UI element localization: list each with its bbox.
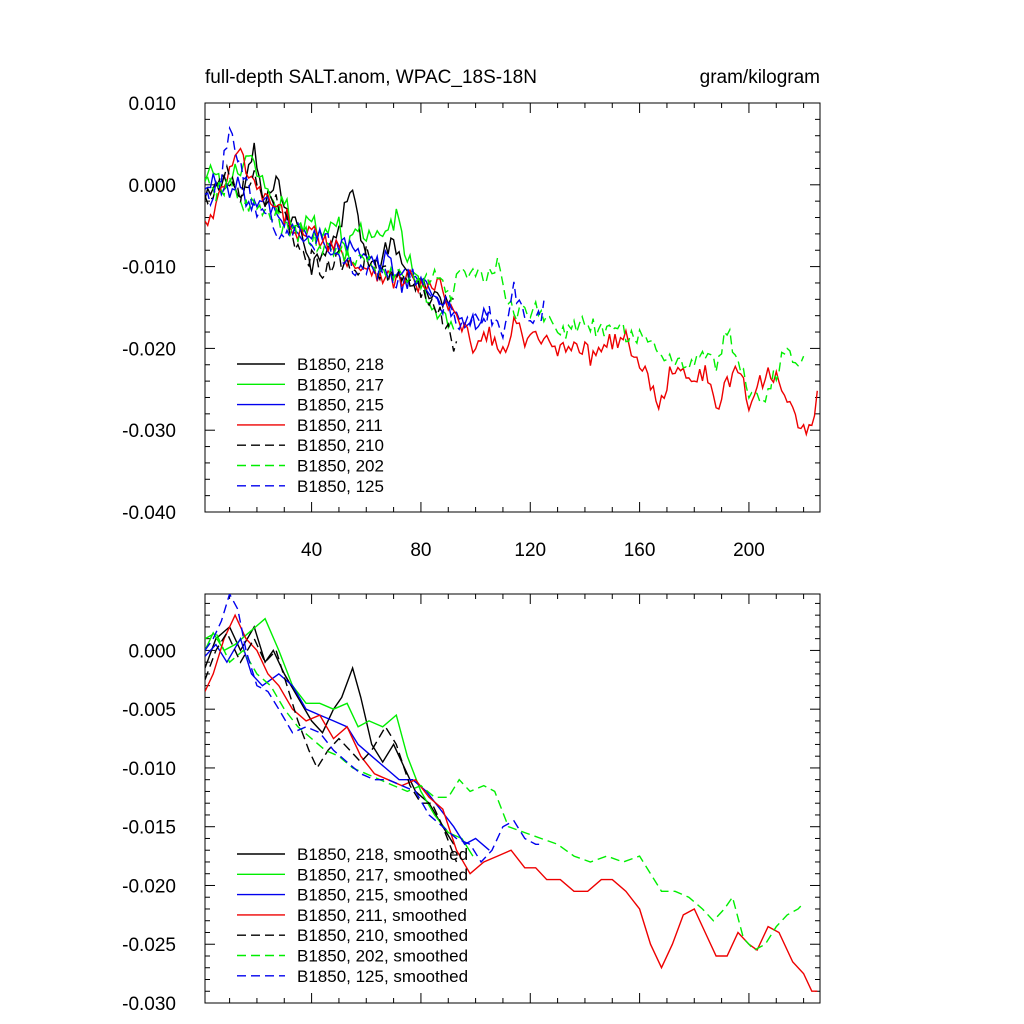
y-tick-label: -0.020: [122, 876, 176, 897]
legend-label: B1850, 202, smoothed: [297, 947, 468, 966]
y-tick-label: 0.010: [128, 94, 176, 115]
legend-label: B1850, 217: [297, 375, 384, 394]
series-line: [205, 173, 490, 331]
chart-title: full-depth SALT.anom, WPAC_18S-18N: [205, 67, 537, 88]
legend-label: B1850, 210: [297, 436, 384, 455]
series-line: [205, 631, 458, 863]
series-line: [205, 125, 545, 341]
legend-label: B1850, 218, smoothed: [297, 845, 468, 864]
series-line: [205, 631, 805, 951]
legend-label: B1850, 125, smoothed: [297, 967, 468, 986]
y-tick-label: -0.010: [122, 258, 176, 279]
series-line: [205, 154, 455, 330]
y-tick-label: -0.040: [122, 503, 176, 524]
legend-label: B1850, 215, smoothed: [297, 886, 468, 905]
legend-label: B1850, 125: [297, 477, 384, 496]
series-line: [205, 176, 805, 403]
legend-label: B1850, 202: [297, 457, 384, 476]
legend-label: B1850, 210, smoothed: [297, 926, 468, 945]
y-tick-label: -0.005: [122, 700, 176, 721]
y-tick-label: -0.020: [122, 339, 176, 360]
y-tick-label: 0.000: [128, 176, 176, 197]
legend-label: B1850, 211: [297, 416, 383, 435]
y-tick-label: -0.010: [122, 759, 176, 780]
y-tick-label: -0.030: [122, 994, 176, 1015]
y-tick-label: -0.030: [122, 421, 176, 442]
legend-label: B1850, 211, smoothed: [297, 906, 467, 925]
y-tick-label: -0.025: [122, 935, 176, 956]
legend-label: B1850, 218: [297, 355, 384, 374]
series-line: [205, 594, 544, 864]
y-tick-label: 0.000: [128, 641, 176, 662]
plot-frame: [204, 102, 821, 513]
bottom-panel: 0.000 -0.005 -0.010 -0.015 -0.020 -0.025 -0.03…: [122, 593, 821, 1015]
series-line: [205, 613, 818, 992]
x-tick-label: 40: [301, 540, 322, 561]
x-tick-label: 160: [624, 540, 656, 561]
x-tick-label: 120: [514, 540, 546, 561]
x-tick-label: 80: [410, 540, 431, 561]
units-label: gram/kilogram: [700, 67, 820, 88]
legend-label: B1850, 217, smoothed: [297, 865, 468, 884]
series-line: [205, 163, 458, 352]
top-panel: 40 80 120 160 200 0.010 0.000 -0.010 -0.020 -0.03…: [122, 94, 821, 561]
x-tick-label: 200: [733, 540, 765, 561]
legend-label: B1850, 215: [297, 396, 384, 415]
y-tick-label: -0.015: [122, 818, 176, 839]
plot-frame: [204, 593, 821, 1004]
